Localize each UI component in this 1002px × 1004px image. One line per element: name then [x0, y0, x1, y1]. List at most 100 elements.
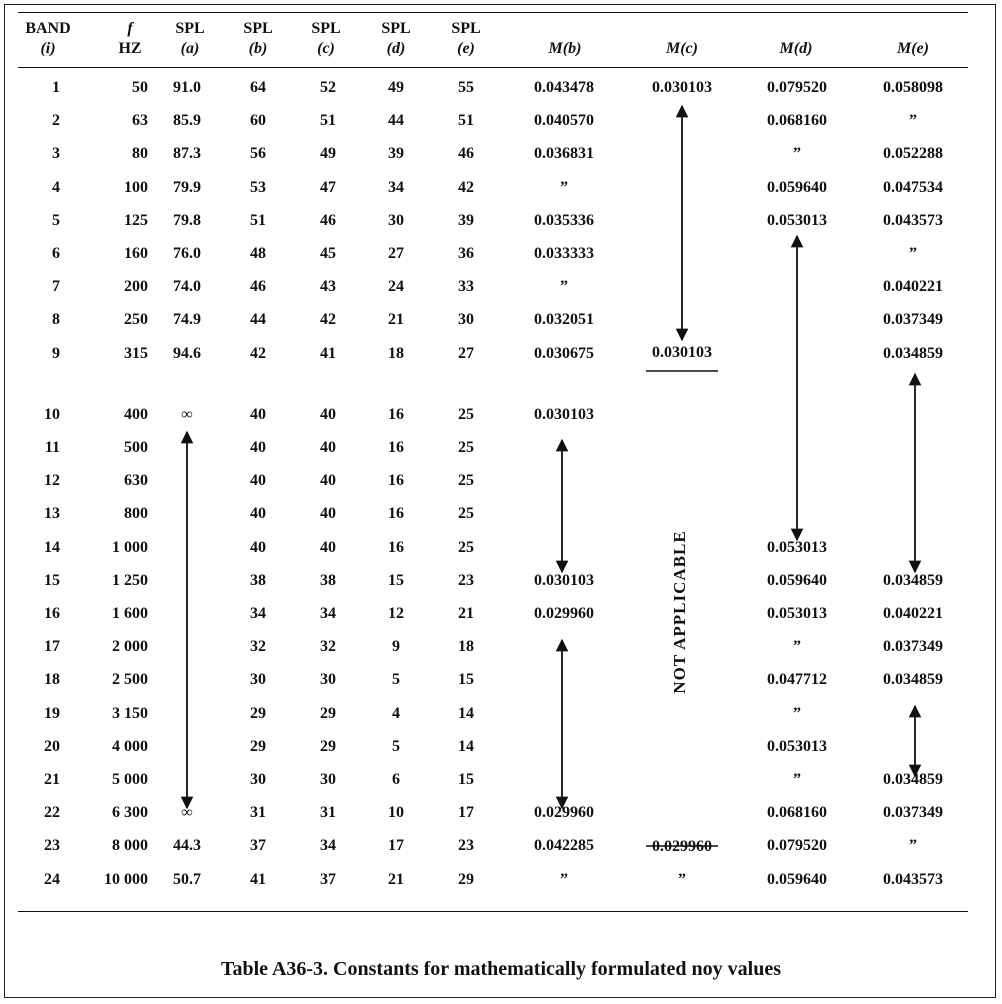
cell-spl-b: 32	[250, 638, 266, 656]
cell-freq: 100	[124, 178, 148, 196]
cell-spl-c: 30	[320, 771, 336, 788]
cell-band: 23	[44, 837, 60, 855]
header-spl-a: SPL (a)	[175, 20, 205, 57]
cell-spl-d: 15	[388, 571, 404, 589]
cell-m-b: 0.040570	[534, 112, 594, 130]
cell-spl-c: 30	[320, 671, 336, 689]
cell-spl-d: 27	[388, 245, 404, 262]
cell-spl-b: 64	[250, 79, 266, 96]
cell-freq: 50	[132, 79, 148, 96]
cell-spl-d: 16	[388, 505, 404, 523]
cell-m-e: 0.043573	[883, 211, 943, 229]
cell-spl-c: 34	[320, 605, 336, 622]
cell-spl-d: 30	[388, 211, 404, 229]
cell-spl-b: 40	[250, 439, 266, 456]
cell-m-d: 0.079520	[767, 837, 827, 855]
cell-spl-e: 14	[458, 737, 474, 755]
cell-spl-c: 40	[320, 439, 336, 456]
cell-freq: 400	[124, 405, 148, 423]
cell-m-e: 0.034859	[883, 771, 943, 788]
cell-spl-a: ∞	[181, 405, 193, 423]
cell-m-e: 0.058098	[883, 79, 943, 96]
cell-freq: 63	[132, 112, 148, 130]
cell-spl-d: 17	[388, 837, 404, 855]
cell-m-e: 0.043573	[883, 870, 943, 888]
cell-band: 15	[44, 571, 60, 589]
cell-band: 10	[44, 405, 60, 423]
cell-m-e: 0.040221	[883, 278, 943, 296]
cell-spl-c: 40	[320, 505, 336, 523]
cell-spl-d: 9	[392, 638, 400, 656]
cell-spl-c: 34	[320, 837, 336, 855]
cell-spl-b: 29	[250, 704, 266, 722]
cell-spl-a: 74.9	[173, 311, 201, 329]
cell-band: 3	[52, 145, 60, 163]
cell-spl-c: 38	[320, 571, 336, 589]
header-m-b: M(b)	[548, 40, 582, 57]
cell-spl-d: 34	[388, 178, 404, 196]
cell-spl-a: ∞	[181, 804, 193, 822]
cell-m-d: 0.053013	[767, 538, 827, 556]
cell-freq: 500	[124, 439, 148, 456]
cell-band: 12	[44, 472, 60, 490]
cell-freq: 630	[124, 472, 148, 490]
header-m-e: M(e)	[897, 40, 929, 57]
cell-spl-e: 51	[458, 112, 474, 130]
cell-spl-b: 48	[250, 245, 266, 262]
cell-m-b: 0.030103	[534, 571, 594, 589]
cell-band: 9	[52, 344, 60, 362]
cell-freq: 1 600	[112, 605, 148, 622]
header-band: BAND (i)	[25, 20, 71, 57]
cell-spl-a: 74.0	[173, 278, 201, 296]
cell-spl-c: 47	[320, 178, 336, 196]
cell-spl-c: 49	[320, 145, 336, 163]
cell-spl-c: 37	[320, 870, 336, 888]
cell-m-b: 0.029960	[534, 605, 594, 622]
cell-freq: 10 000	[104, 870, 148, 888]
cell-spl-e: 30	[458, 311, 474, 329]
cell-spl-d: 10	[388, 804, 404, 822]
cell-spl-c: 43	[320, 278, 336, 296]
cell-m-d: 0.059640	[767, 178, 827, 196]
cell-spl-e: 25	[458, 439, 474, 456]
cell-m-d: 0.079520	[767, 79, 827, 96]
cell-m-d: 0.059640	[767, 870, 827, 888]
cell-spl-e: 55	[458, 79, 474, 96]
cell-band: 2	[52, 112, 60, 130]
cell-m-c: 0.030103	[652, 79, 712, 96]
cell-m-b: ”	[560, 178, 568, 196]
cell-band: 4	[52, 178, 60, 196]
cell-freq: 6 300	[112, 804, 148, 822]
cell-spl-d: 39	[388, 145, 404, 163]
cell-spl-b: 60	[250, 112, 266, 130]
cell-spl-e: 36	[458, 245, 474, 262]
cell-m-e: 0.040221	[883, 605, 943, 622]
cell-spl-c: 52	[320, 79, 336, 96]
cell-spl-e: 25	[458, 405, 474, 423]
cell-spl-d: 16	[388, 472, 404, 490]
cell-spl-d: 6	[392, 771, 400, 788]
cell-m-e: 0.034859	[883, 671, 943, 689]
cell-m-e: 0.037349	[883, 311, 943, 329]
cell-m-d: 0.053013	[767, 211, 827, 229]
cell-spl-a: 44.3	[173, 837, 201, 855]
cell-band: 6	[52, 245, 60, 262]
cell-m-b: 0.030103	[534, 405, 594, 423]
cell-spl-b: 31	[250, 804, 266, 822]
cell-freq: 4 000	[112, 737, 148, 755]
cell-spl-c: 41	[320, 344, 336, 362]
header-m-c: M(c)	[666, 40, 698, 57]
cell-band: 22	[44, 804, 60, 822]
header-m-d: M(d)	[779, 40, 813, 57]
cell-m-b: 0.030675	[534, 344, 594, 362]
cell-spl-d: 16	[388, 439, 404, 456]
cell-spl-d: 4	[392, 704, 400, 722]
cell-m-e: 0.034859	[883, 571, 943, 589]
cell-freq: 80	[132, 145, 148, 163]
cell-spl-d: 5	[392, 737, 400, 755]
cell-m-b: ”	[560, 870, 568, 888]
cell-freq: 125	[124, 211, 148, 229]
cell-spl-b: 30	[250, 771, 266, 788]
cell-freq: 315	[124, 344, 148, 362]
header-spl-b: SPL (b)	[243, 20, 273, 57]
